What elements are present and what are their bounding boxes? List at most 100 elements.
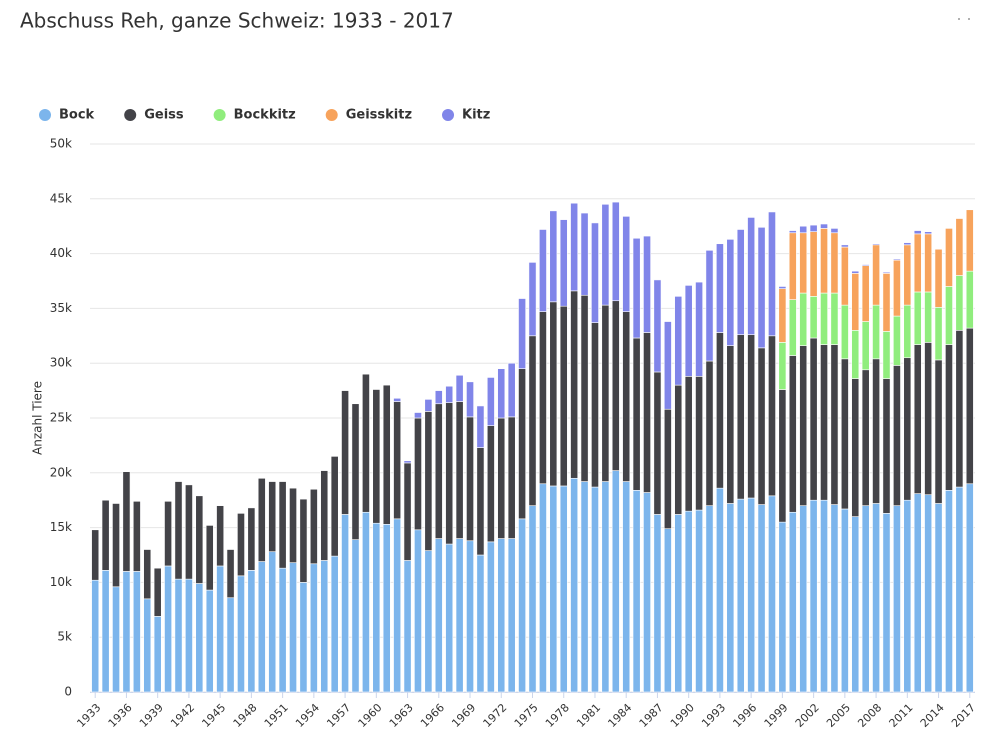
y-axis-title: Anzahl Tiere [31,381,45,455]
bar-segment [570,202,579,292]
y-tick-label: 40k [50,246,72,260]
bar-segment [788,299,797,356]
bar-segment [768,335,776,497]
bar-segment [965,483,974,693]
bar-segment [351,539,360,693]
legend-item[interactable]: Bockkitz [213,108,296,123]
bar-segment [549,210,558,303]
bar-segment [528,335,537,506]
legend-item[interactable]: Kitz [442,108,490,123]
x-tick-label: 1984 [605,701,634,730]
bar-segment [434,390,443,405]
legend-item[interactable]: Geiss [124,108,184,123]
bar-segment [882,271,891,274]
bar-segment [570,477,579,693]
bar-segment [684,510,693,693]
x-tick-label: 2005 [824,701,853,730]
bar-segment [403,460,412,464]
bar-segment [466,381,474,418]
bar-segment [840,244,849,248]
bar-segment [663,321,672,410]
bar-segment [757,504,766,693]
bar-segment [601,481,610,693]
bar-segment [570,290,579,479]
bar-segment [684,376,693,512]
bar-segment [226,549,235,599]
bar-segment [830,292,839,345]
bar-segment [257,477,266,562]
x-tick-label: 1990 [668,701,697,730]
bar-segment [455,538,464,693]
bar-segment [580,212,589,296]
bar-segment [924,494,933,693]
bar-segment [112,503,120,588]
legend-swatch [124,109,137,121]
bar-segment [747,217,756,336]
bar-segment [705,250,714,362]
bar-segment [299,582,308,693]
x-tick-label: 1966 [418,701,447,730]
bar-segment [736,498,745,693]
bar-segment [362,373,370,513]
bar-segment [393,397,402,402]
bar-segment [861,265,870,322]
bar-segment [497,538,506,693]
x-tick-label: 1948 [231,701,260,730]
bar-segment [403,560,412,693]
bar-segment [799,292,808,346]
bar-segment [768,495,776,693]
bar-segment [716,332,724,489]
legend-item[interactable]: Geisskitz [325,108,412,123]
bar-segment [736,334,745,500]
menu-icon[interactable] [958,18,970,20]
legend-swatch [442,109,455,121]
bar-segment [216,505,225,567]
bar-segment [934,503,943,693]
bar-segment [622,216,631,312]
bar-segment [924,233,933,293]
bar-segment [309,563,318,693]
legend-swatch [325,109,338,121]
bar-segment [539,483,547,693]
bar-segment [539,311,547,485]
bar-segment [778,521,787,693]
bar-segment [455,401,464,539]
bar-segment [289,487,297,563]
bar-segment [382,524,391,693]
bar-segment [518,368,526,520]
bar-segment [518,518,526,693]
bar-segment [882,378,891,514]
bar-segment [226,597,235,693]
bar-segment [559,485,568,693]
x-tick-label: 1993 [699,701,728,730]
bar-segment [788,511,797,693]
bar-segment [913,493,922,693]
bar-segment [153,616,162,693]
bar-segment [955,486,964,693]
bar-segment [539,229,547,312]
bar-segment [778,286,787,289]
bar-segment [913,291,922,345]
bar-segment [424,411,433,551]
bar-segment [247,507,256,571]
x-tick-label: 1996 [730,701,759,730]
x-tick-label: 1975 [512,701,541,730]
bar-segment [820,292,828,345]
chart-title: Abschuss Reh, ganze Schweiz: 1933 - 2017 [20,9,454,33]
bar-segment [112,586,120,693]
legend-item[interactable]: Bock [39,108,95,123]
y-tick-label: 35k [50,301,72,315]
bar-segment [882,331,891,379]
bar-segment [934,248,943,308]
bar-segment [924,291,933,343]
x-tick-label: 1939 [137,701,166,730]
y-tick-label: 25k [50,411,72,425]
bar-segment [507,362,516,418]
x-tick-label: 1963 [387,701,416,730]
bar-segment [643,332,651,493]
bar-segment [757,226,766,349]
bar-segment [237,575,245,693]
bar-segment [341,390,349,515]
bar-segment [695,509,703,693]
bar-segment [434,403,443,539]
